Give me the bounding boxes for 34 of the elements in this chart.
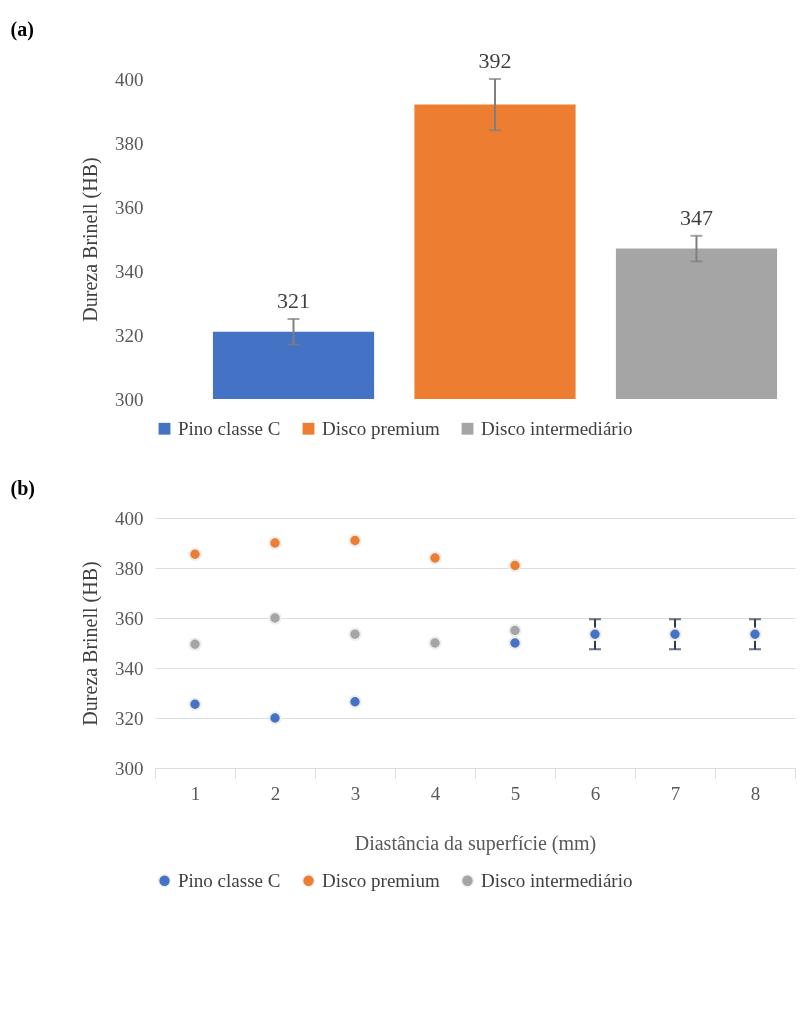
x-tick-label: 3: [350, 782, 361, 804]
y-tick-label: 340: [115, 657, 144, 679]
x-tick-label: 6: [590, 782, 601, 804]
y-tick-label: 360: [115, 196, 144, 218]
x-tick-label: 7: [670, 782, 681, 804]
y-axis-title: Dureza Brinell (HB): [79, 561, 102, 726]
y-tick-label: 380: [115, 132, 144, 154]
data-label: 392: [478, 48, 512, 73]
y-tick-label: 320: [115, 707, 144, 729]
y-tick-label: 340: [115, 260, 144, 282]
chart-title: (a): [10, 18, 34, 41]
y-tick-label: 320: [115, 324, 144, 346]
y-axis-title: Dureza Brinell (HB): [79, 157, 102, 322]
legend-label: Pino classe C: [178, 869, 281, 891]
y-tick-label: 400: [115, 507, 144, 529]
y-tick-label: 300: [115, 388, 144, 410]
legend-label: Disco intermediário: [481, 417, 633, 439]
legend-label: Disco premium: [322, 417, 440, 439]
y-tick-label: 380: [115, 557, 144, 579]
x-axis-title: Diastância da superfície (mm): [354, 831, 597, 855]
legend-label: Disco premium: [322, 869, 440, 891]
data-label: 347: [679, 204, 713, 230]
x-tick-label: 8: [750, 782, 761, 804]
chart-title: (b): [10, 477, 35, 500]
y-tick-label: 400: [115, 68, 144, 90]
x-tick-label: 2: [270, 782, 281, 804]
x-tick-label: 1: [190, 782, 201, 804]
y-tick-label: 360: [115, 607, 144, 629]
y-tick-label: 300: [115, 757, 144, 779]
data-label: 321: [277, 288, 311, 313]
legend-label: Pino classe C: [178, 417, 281, 439]
legend-label: Disco intermediário: [481, 869, 633, 891]
x-tick-label: 4: [430, 782, 441, 804]
x-tick-label: 5: [510, 782, 521, 804]
